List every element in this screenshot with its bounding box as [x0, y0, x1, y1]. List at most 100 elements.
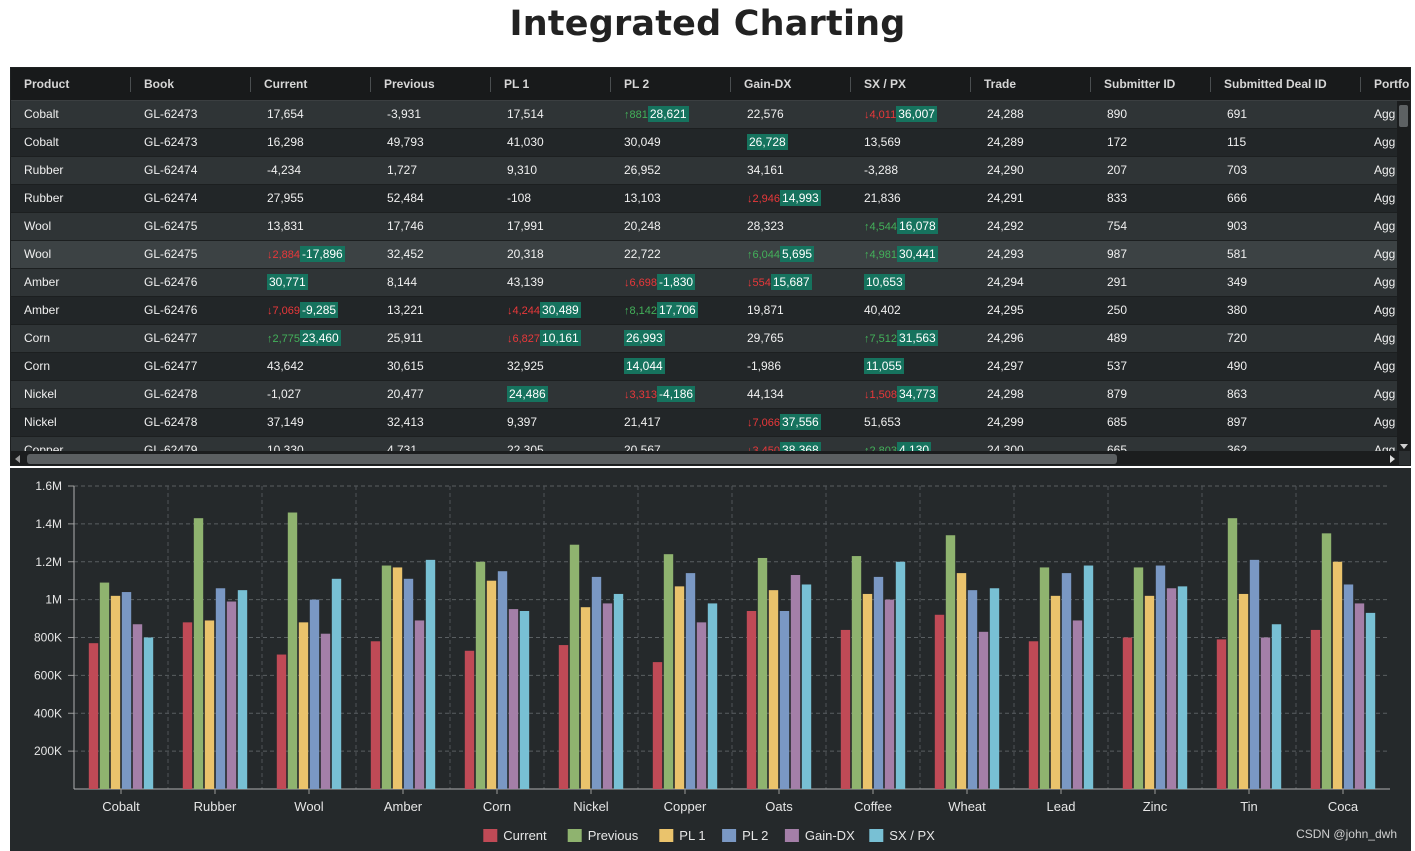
- table-cell[interactable]: Corn: [24, 331, 51, 345]
- table-cell[interactable]: 489: [1107, 331, 1128, 345]
- table-cell[interactable]: 13,103: [611, 185, 731, 212]
- column-header-trade[interactable]: Trade: [971, 68, 1091, 101]
- table-cell[interactable]: ↑4,981 30,441: [851, 241, 971, 268]
- table-cell[interactable]: 903: [1227, 219, 1248, 233]
- table-cell[interactable]: 24,294: [987, 275, 1024, 289]
- table-cell[interactable]: GL-62475: [144, 247, 198, 261]
- table-cell[interactable]: 21,836: [851, 185, 971, 212]
- table-cell[interactable]: Amber: [24, 303, 60, 317]
- table-cell[interactable]: Agg: [1374, 331, 1396, 345]
- table-row[interactable]: Rubber GL-62474 -4,234 1,727 9,310 26,952 34,1…: [11, 157, 1399, 185]
- table-cell[interactable]: 703: [1227, 163, 1248, 177]
- column-header-gain-dx[interactable]: Gain-DX: [731, 68, 851, 101]
- table-cell[interactable]: 685: [1107, 415, 1128, 429]
- table-cell[interactable]: 24,288: [987, 107, 1024, 121]
- table-cell[interactable]: 22,305: [491, 437, 611, 451]
- table-cell[interactable]: -3,288: [851, 157, 971, 184]
- column-header-previous[interactable]: Previous: [371, 68, 491, 101]
- table-cell[interactable]: ↓554 15,687: [731, 269, 851, 296]
- table-cell[interactable]: ↑2,803 4,130: [851, 437, 971, 451]
- table-cell[interactable]: ↓3,313 -4,186: [611, 381, 731, 408]
- legend-label[interactable]: Gain-DX: [805, 828, 855, 843]
- table-cell[interactable]: 27,955: [251, 185, 371, 212]
- table-cell[interactable]: ↑2,775 23,460: [251, 325, 371, 352]
- table-cell[interactable]: 24,289: [987, 135, 1024, 149]
- table-cell[interactable]: 20,318: [491, 241, 611, 268]
- scroll-left-arrow-icon[interactable]: [15, 455, 20, 463]
- table-cell[interactable]: ↓1,508 34,773: [851, 381, 971, 408]
- table-cell[interactable]: ↑7,512 31,563: [851, 325, 971, 352]
- table-cell[interactable]: 691: [1227, 107, 1248, 121]
- table-cell[interactable]: 720: [1227, 331, 1248, 345]
- table-cell[interactable]: 581: [1227, 247, 1248, 261]
- column-header-product[interactable]: Product: [11, 68, 131, 101]
- table-cell[interactable]: ↓6,698 -1,830: [611, 269, 731, 296]
- table-cell[interactable]: 115: [1227, 135, 1247, 149]
- table-cell[interactable]: ↓6,827 10,161: [491, 325, 611, 352]
- table-cell[interactable]: ↓7,066 37,556: [731, 409, 851, 436]
- table-cell[interactable]: Rubber: [24, 163, 64, 177]
- table-cell[interactable]: 30,771: [251, 269, 371, 296]
- legend-label[interactable]: PL 2: [742, 828, 768, 843]
- table-cell[interactable]: ↓4,011 36,007: [851, 101, 971, 128]
- table-cell[interactable]: GL-62477: [144, 331, 198, 345]
- table-cell[interactable]: ↓3,450 38,368: [731, 437, 851, 451]
- column-header-submitter-id[interactable]: Submitter ID: [1091, 68, 1211, 101]
- table-row[interactable]: Nickel GL-62478 -1,027 20,477 24,486 ↓3,313 -4…: [11, 381, 1399, 409]
- table-cell[interactable]: 22,722: [611, 241, 731, 268]
- column-header-book[interactable]: Book: [131, 68, 251, 101]
- table-cell[interactable]: 32,452: [371, 241, 491, 268]
- table-cell[interactable]: 43,642: [251, 353, 371, 380]
- table-cell[interactable]: 490: [1227, 359, 1248, 373]
- table-cell[interactable]: 30,615: [371, 353, 491, 380]
- table-cell[interactable]: 20,248: [611, 213, 731, 240]
- table-cell[interactable]: 22,576: [731, 101, 851, 128]
- table-cell[interactable]: 24,291: [987, 191, 1024, 205]
- table-cell[interactable]: GL-62476: [144, 303, 198, 317]
- column-header-pl-2[interactable]: PL 2: [611, 68, 731, 101]
- table-cell[interactable]: 44,134: [731, 381, 851, 408]
- table-cell[interactable]: 890: [1107, 107, 1128, 121]
- table-cell[interactable]: 41,030: [491, 129, 611, 156]
- table-cell[interactable]: 24,293: [987, 247, 1024, 261]
- table-cell[interactable]: 4,731: [371, 437, 491, 451]
- table-cell[interactable]: Wool: [24, 219, 52, 233]
- column-header-portfol[interactable]: Portfol: [1361, 68, 1410, 101]
- table-cell[interactable]: ↑6,044 5,695: [731, 241, 851, 268]
- table-cell[interactable]: 26,728: [731, 129, 851, 156]
- table-cell[interactable]: 8,144: [371, 269, 491, 296]
- table-cell[interactable]: 17,991: [491, 213, 611, 240]
- table-cell[interactable]: 24,300: [987, 443, 1024, 451]
- table-cell[interactable]: Agg: [1374, 415, 1396, 429]
- table-cell[interactable]: -4,234: [251, 157, 371, 184]
- table-cell[interactable]: -1,986: [731, 353, 851, 380]
- vertical-scroll-thumb[interactable]: [1399, 105, 1408, 127]
- table-cell[interactable]: GL-62474: [144, 163, 198, 177]
- table-cell[interactable]: 13,569: [851, 129, 971, 156]
- legend-label[interactable]: Previous: [588, 828, 639, 843]
- table-cell[interactable]: 30,049: [611, 129, 731, 156]
- table-cell[interactable]: Agg: [1374, 443, 1396, 451]
- table-cell[interactable]: GL-62478: [144, 387, 198, 401]
- column-header-sx-px[interactable]: SX / PX: [851, 68, 971, 101]
- table-cell[interactable]: 10,653: [851, 269, 971, 296]
- table-cell[interactable]: 52,484: [371, 185, 491, 212]
- table-cell[interactable]: 250: [1107, 303, 1128, 317]
- table-cell[interactable]: 349: [1227, 275, 1248, 289]
- table-cell[interactable]: 32,413: [371, 409, 491, 436]
- table-row[interactable]: Corn GL-62477 43,642 30,615 32,925 14,044 -1,9…: [11, 353, 1399, 381]
- table-cell[interactable]: 24,296: [987, 331, 1024, 345]
- table-cell[interactable]: 16,298: [251, 129, 371, 156]
- table-cell[interactable]: 666: [1227, 191, 1248, 205]
- table-cell[interactable]: 24,295: [987, 303, 1024, 317]
- table-cell[interactable]: Amber: [24, 275, 60, 289]
- table-row[interactable]: Cobalt GL-62473 16,298 49,793 41,030 30,049 26…: [11, 129, 1399, 157]
- table-cell[interactable]: 879: [1107, 387, 1128, 401]
- scroll-right-arrow-icon[interactable]: [1390, 455, 1395, 463]
- table-row[interactable]: Rubber GL-62474 27,955 52,484 -108 13,103 ↓2,9…: [11, 185, 1399, 213]
- table-cell[interactable]: 24,486: [491, 381, 611, 408]
- table-cell[interactable]: Wool: [24, 247, 52, 261]
- table-cell[interactable]: Corn: [24, 359, 51, 373]
- table-cell[interactable]: 291: [1107, 275, 1128, 289]
- table-cell[interactable]: Nickel: [24, 387, 57, 401]
